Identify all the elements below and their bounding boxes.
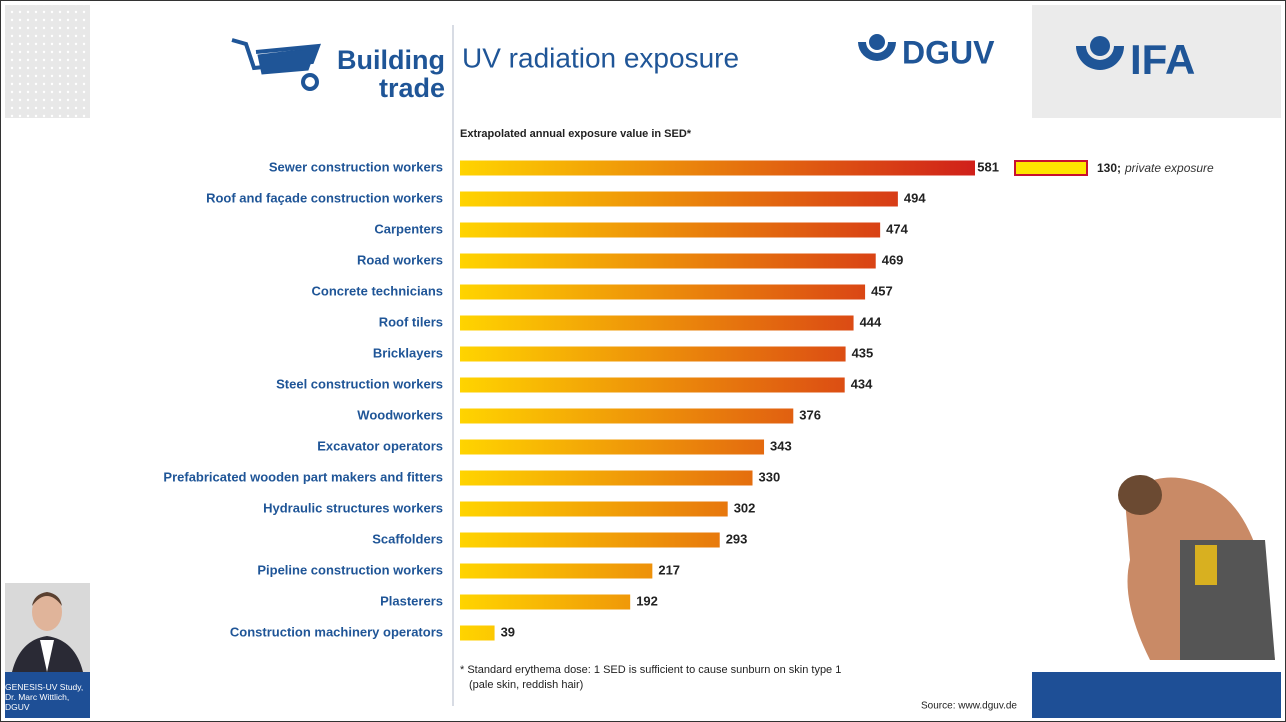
ifa-logo: IFA xyxy=(1076,36,1195,83)
footnote: * Standard erythema dose: 1 SED is suffi… xyxy=(460,664,841,676)
dotted-pattern xyxy=(5,5,90,118)
chart-title: UV radiation exposure xyxy=(462,42,739,73)
value-label: 474 xyxy=(886,221,908,236)
category-label: Steel construction workers xyxy=(276,376,443,391)
plot: Sewer construction workers 581 Roof and fa… xyxy=(163,159,999,641)
trade-title: Building xyxy=(337,45,445,75)
value-label: 302 xyxy=(734,500,756,515)
value-label: 444 xyxy=(860,314,882,329)
value-label: 217 xyxy=(658,562,680,577)
bar xyxy=(460,315,854,331)
logo-text: DGUV xyxy=(902,34,995,70)
category-label: Hydraulic structures workers xyxy=(263,500,443,515)
bar xyxy=(460,346,846,362)
category-label: Bricklayers xyxy=(373,345,443,360)
value-label: 494 xyxy=(904,190,926,205)
value-label: 457 xyxy=(871,283,893,298)
value-label: 293 xyxy=(726,531,748,546)
value-label: 192 xyxy=(636,593,658,608)
bar xyxy=(460,160,975,176)
caption: GENESIS-UV Study, Dr. Marc Wittlich, DGU… xyxy=(5,682,84,712)
category-label: Sewer construction workers xyxy=(269,159,443,174)
category-label: Carpenters xyxy=(374,221,443,236)
speaker-photo xyxy=(5,583,90,672)
category-label: Roof and façade construction workers xyxy=(206,190,443,205)
ifa-panel xyxy=(1032,5,1281,118)
category-label: Prefabricated wooden part makers and fit… xyxy=(163,469,443,484)
category-label: Woodworkers xyxy=(357,407,443,422)
trade-title: trade xyxy=(379,73,445,103)
bar xyxy=(460,191,898,207)
value-label: 330 xyxy=(759,469,781,484)
bar xyxy=(460,532,720,548)
category-label: Scaffolders xyxy=(372,531,443,546)
wheelbarrow-icon xyxy=(231,38,321,91)
footer-box xyxy=(1032,672,1281,718)
annotation-swatch xyxy=(1014,160,1088,176)
category-label: Road workers xyxy=(357,252,443,267)
caption-wrap: GENESIS-UV Study, Dr. Marc Wittlich, DGU… xyxy=(5,682,84,712)
source: Source: www.dguv.de xyxy=(921,701,1017,712)
bar xyxy=(460,408,794,424)
category-label: Pipeline construction workers xyxy=(257,562,443,577)
value-label: 434 xyxy=(851,376,873,391)
bar xyxy=(460,470,753,486)
bar xyxy=(460,284,866,300)
value-label: 39 xyxy=(501,624,515,639)
bar xyxy=(460,377,845,393)
category-label: Construction machinery operators xyxy=(230,624,443,639)
bar xyxy=(460,594,631,610)
value-label: 581 xyxy=(977,159,999,174)
bar xyxy=(460,625,495,641)
bar xyxy=(460,501,728,517)
category-label: Excavator operators xyxy=(317,438,443,453)
footnote: (pale skin, reddish hair) xyxy=(469,679,583,691)
bar xyxy=(460,563,653,579)
category-label: Roof tilers xyxy=(379,314,443,329)
value-label: 469 xyxy=(882,252,904,267)
dguv-logo: DGUV xyxy=(858,34,995,70)
value-label: 376 xyxy=(799,407,821,422)
annotation-label: 130; xyxy=(1097,161,1121,175)
bar xyxy=(460,439,765,455)
logo-text: IFA xyxy=(1130,36,1195,83)
annotation-text: private exposure xyxy=(1124,161,1214,175)
category-label: Plasterers xyxy=(380,593,443,608)
bar xyxy=(460,253,876,269)
value-label: 435 xyxy=(852,345,874,360)
category-label: Concrete technicians xyxy=(312,283,444,298)
value-label: 343 xyxy=(770,438,792,453)
bar xyxy=(460,222,881,238)
chart-subtitle: Extrapolated annual exposure value in SE… xyxy=(460,128,692,140)
worker-photo xyxy=(1118,475,1275,660)
caption-box xyxy=(5,672,90,718)
